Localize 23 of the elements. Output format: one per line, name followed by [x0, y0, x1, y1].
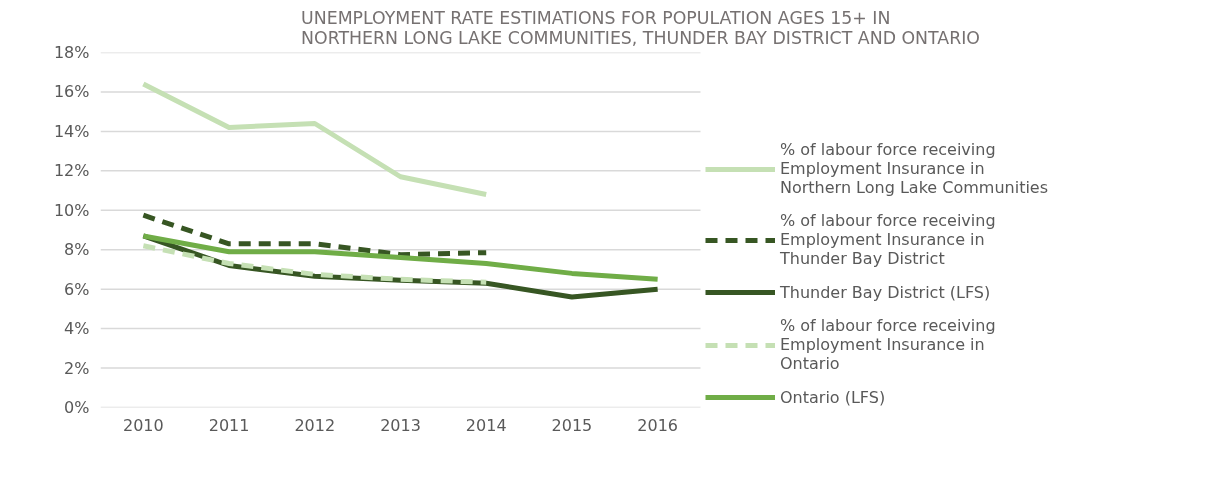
x-tick-label: 2012 — [294, 415, 336, 435]
x-tick-label: 2014 — [465, 415, 507, 435]
y-tick-label: 14% — [53, 121, 90, 141]
x-tick-label: 2016 — [637, 415, 678, 435]
legend-label: % of labour force receiving Employment Insurance in Ontario — [780, 316, 996, 373]
legend-label: Ontario (LFS) — [780, 387, 886, 407]
y-tick-label: 4% — [64, 319, 90, 339]
x-tick-label: 2013 — [380, 415, 421, 435]
chart-title: UNEMPLOYMENT RATE ESTIMATIONS FOR POPULATION AGES 15+ IN NORTHERN LONG LAKE COMMUNITIES, THUNDER BAY DISTRICT AND ONTARIO — [301, 7, 980, 48]
legend-label: Thunder Bay District (LFS) — [780, 282, 991, 302]
y-tick-label: 8% — [64, 240, 90, 260]
y-tick-label: 10% — [53, 200, 90, 220]
x-tick-label: 2011 — [208, 415, 250, 435]
x-tick-label: 2015 — [551, 415, 593, 435]
legend-label: % of labour force receiving Employment Insurance in Thunder Bay District — [780, 211, 996, 268]
legend-label: % of labour force receiving Employment Insurance in Northern Long Lake Communities — [780, 140, 1049, 197]
y-tick-label: 12% — [53, 161, 90, 181]
y-tick-label: 2% — [64, 358, 90, 378]
y-tick-label: 6% — [64, 279, 90, 299]
y-tick-label: 0% — [64, 398, 90, 417]
y-tick-label: 18% — [53, 43, 90, 62]
y-tick-label: 16% — [53, 82, 90, 102]
x-tick-label: 2010 — [123, 415, 164, 435]
